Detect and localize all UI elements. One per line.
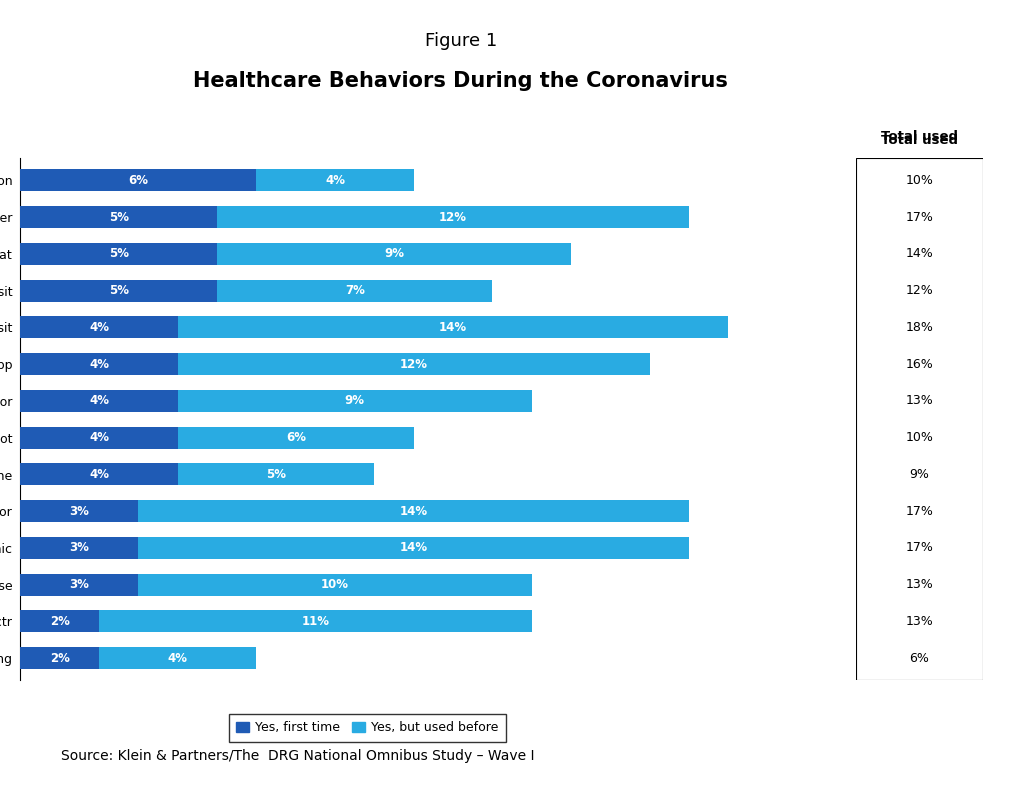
Text: 16%: 16%	[905, 358, 934, 370]
Text: Figure 1: Figure 1	[425, 32, 497, 50]
Bar	[138, 500, 689, 522]
Bar	[217, 243, 571, 265]
Bar	[856, 158, 983, 680]
Text: Total used: Total used	[881, 130, 958, 142]
Text: 17%: 17%	[905, 210, 934, 224]
Text: 6%: 6%	[286, 431, 306, 444]
Bar	[256, 169, 414, 191]
Text: 5%: 5%	[266, 468, 286, 481]
Text: 10%: 10%	[905, 174, 934, 187]
Text: 12%: 12%	[905, 284, 934, 297]
Text: 14%: 14%	[905, 248, 934, 260]
Bar	[20, 464, 178, 486]
Text: 3%: 3%	[70, 505, 89, 517]
Text: 3%: 3%	[70, 578, 89, 591]
Bar	[138, 537, 689, 559]
Bar	[138, 573, 531, 596]
Text: 14%: 14%	[399, 541, 428, 554]
Text: 14%: 14%	[439, 321, 467, 334]
Bar	[20, 390, 178, 412]
Text: 10%: 10%	[905, 431, 934, 444]
Text: 9%: 9%	[345, 395, 365, 407]
Bar	[20, 611, 99, 633]
Text: 17%: 17%	[905, 541, 934, 554]
Text: 11%: 11%	[301, 615, 330, 628]
Text: 6%: 6%	[128, 174, 148, 187]
Bar	[178, 316, 728, 339]
Text: 17%: 17%	[905, 505, 934, 517]
Bar	[99, 611, 531, 633]
Text: 5%: 5%	[109, 210, 129, 224]
Text: 4%: 4%	[168, 652, 187, 664]
Bar	[20, 169, 256, 191]
Bar	[217, 279, 493, 301]
Text: 4%: 4%	[89, 395, 110, 407]
Text: 12%: 12%	[439, 210, 467, 224]
Text: 14%: 14%	[399, 505, 428, 517]
Bar	[20, 279, 217, 301]
Bar	[217, 206, 689, 228]
Bar	[178, 353, 650, 375]
Bar	[20, 500, 138, 522]
Text: 3%: 3%	[70, 541, 89, 554]
Text: Total used: Total used	[881, 134, 958, 147]
Text: 9%: 9%	[384, 248, 404, 260]
Text: 13%: 13%	[905, 578, 934, 591]
Text: 13%: 13%	[905, 395, 934, 407]
Text: 4%: 4%	[89, 431, 110, 444]
Text: 7%: 7%	[345, 284, 365, 297]
Bar	[20, 243, 217, 265]
Text: 2%: 2%	[50, 652, 70, 664]
Text: 6%: 6%	[909, 652, 930, 664]
Text: 5%: 5%	[109, 248, 129, 260]
Text: 4%: 4%	[89, 468, 110, 481]
Bar	[20, 426, 178, 448]
Text: 4%: 4%	[89, 321, 110, 334]
Bar	[178, 426, 414, 448]
Text: 18%: 18%	[905, 321, 934, 334]
Bar	[20, 316, 178, 339]
Text: Healthcare Behaviors During the Coronavirus: Healthcare Behaviors During the Coronavi…	[194, 71, 728, 91]
Bar	[20, 537, 138, 559]
Bar	[178, 464, 375, 486]
Text: 5%: 5%	[109, 284, 129, 297]
Text: 2%: 2%	[50, 615, 70, 628]
Bar	[178, 390, 531, 412]
Text: 4%: 4%	[326, 174, 345, 187]
Bar	[99, 647, 256, 669]
Text: 4%: 4%	[89, 358, 110, 370]
Text: Source: Klein & Partners/The  DRG National Omnibus Study – Wave I: Source: Klein & Partners/The DRG Nationa…	[61, 749, 535, 763]
Text: 10%: 10%	[322, 578, 349, 591]
Bar	[20, 573, 138, 596]
Bar	[20, 353, 178, 375]
Text: 12%: 12%	[399, 358, 428, 370]
Text: 13%: 13%	[905, 615, 934, 628]
Bar	[20, 647, 99, 669]
Text: 9%: 9%	[909, 468, 930, 481]
Bar	[20, 206, 217, 228]
Legend: Yes, first time, Yes, but used before: Yes, first time, Yes, but used before	[228, 714, 506, 742]
